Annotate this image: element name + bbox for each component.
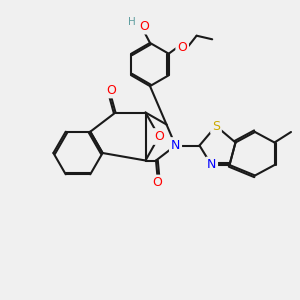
Text: O: O bbox=[177, 40, 187, 54]
Text: O: O bbox=[140, 20, 149, 33]
Text: N: N bbox=[207, 158, 216, 172]
Text: O: O bbox=[153, 176, 162, 190]
Text: O: O bbox=[154, 130, 164, 143]
Text: H: H bbox=[128, 17, 135, 27]
Text: O: O bbox=[106, 83, 116, 97]
Text: N: N bbox=[171, 139, 180, 152]
Text: S: S bbox=[212, 119, 220, 133]
